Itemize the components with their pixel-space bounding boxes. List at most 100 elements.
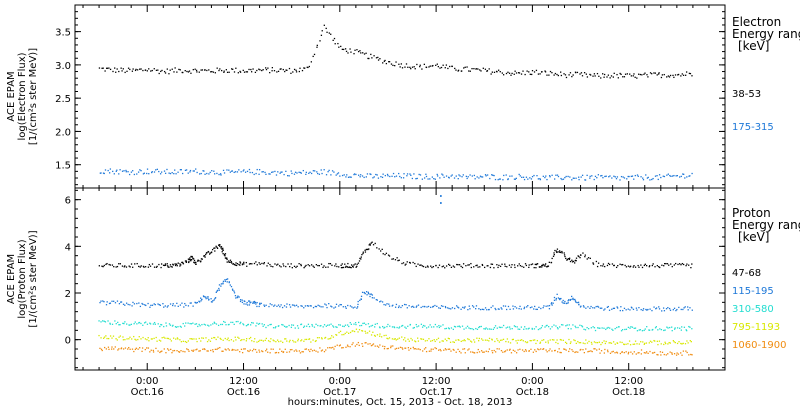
data-point: [277, 304, 280, 306]
data-point: [351, 343, 353, 346]
data-point: [243, 303, 245, 305]
data-point: [307, 66, 309, 69]
data-point: [496, 71, 498, 73]
data-point: [586, 258, 588, 260]
data-point: [413, 348, 415, 350]
data-point: [520, 339, 523, 341]
data-point: [259, 303, 261, 306]
data-point: [362, 251, 364, 253]
data-point: [449, 65, 451, 68]
data-point: [204, 296, 206, 298]
data-point: [147, 302, 149, 305]
data-point: [543, 339, 545, 341]
data-point: [483, 308, 485, 311]
data-point: [560, 177, 562, 180]
data-point: [410, 306, 413, 308]
data-point: [111, 337, 113, 339]
data-point: [229, 171, 231, 173]
data-point: [404, 66, 406, 68]
data-point: [275, 341, 277, 343]
data-point: [137, 338, 139, 341]
data-point: [367, 323, 370, 325]
data-point: [196, 171, 198, 174]
data-point: [118, 70, 120, 73]
data-point: [285, 170, 287, 173]
data-point: [315, 264, 318, 266]
data-point: [512, 305, 514, 307]
data-point: [111, 300, 113, 302]
data-point: [465, 265, 467, 267]
data-point: [184, 169, 187, 172]
data-point: [215, 291, 217, 294]
data-point: [379, 327, 381, 329]
data-point: [372, 244, 375, 246]
data-point: [300, 172, 302, 174]
data-point: [263, 261, 266, 264]
data-point: [527, 178, 529, 180]
data-point: [518, 307, 520, 310]
legend-entry: 310-580: [732, 304, 774, 315]
data-point: [204, 69, 206, 71]
data-point: [144, 304, 146, 306]
data-point: [266, 348, 268, 350]
data-point: [242, 69, 244, 72]
data-point: [424, 305, 426, 308]
data-point: [295, 71, 298, 73]
data-point: [214, 297, 217, 299]
data-point: [420, 306, 422, 309]
data-point: [195, 338, 197, 340]
data-point: [423, 177, 426, 179]
data-point: [371, 57, 373, 59]
data-point: [295, 266, 297, 269]
data-point: [239, 264, 241, 266]
data-point: [161, 337, 163, 339]
data-point: [486, 339, 488, 341]
data-point: [390, 63, 393, 65]
data-point: [454, 67, 456, 70]
data-point: [410, 174, 412, 176]
data-point: [198, 337, 200, 340]
data-point: [505, 174, 507, 176]
data-point: [233, 263, 236, 266]
data-point: [582, 349, 584, 351]
data-point: [176, 265, 178, 267]
data-point: [653, 72, 655, 74]
data-point: [200, 260, 202, 262]
data-point: [133, 350, 135, 353]
data-point: [135, 68, 137, 71]
data-point: [402, 177, 405, 179]
data-point: [520, 73, 523, 75]
data-point: [521, 176, 523, 178]
data-point: [531, 73, 533, 76]
data-point: [569, 298, 572, 301]
data-point: [645, 342, 648, 344]
data-point: [455, 339, 457, 341]
data-point: [462, 348, 464, 350]
data-point: [215, 245, 217, 247]
data-point: [151, 171, 153, 173]
data-point: [143, 322, 146, 324]
data-point: [615, 178, 618, 180]
data-point: [546, 266, 548, 268]
data-point: [287, 175, 289, 177]
data-point: [342, 306, 344, 308]
data-point: [112, 335, 115, 337]
data-point: [374, 323, 376, 325]
data-point: [375, 173, 377, 176]
data-point: [657, 343, 659, 346]
data-point: [393, 326, 396, 329]
data-point: [262, 325, 264, 327]
data-point: [669, 174, 671, 177]
data-point: [580, 305, 582, 307]
data-point: [417, 263, 419, 265]
data-point: [554, 349, 556, 352]
data-point: [193, 170, 195, 172]
data-point: [644, 72, 646, 74]
data-point: [294, 171, 297, 173]
data-point: [606, 76, 608, 78]
data-point: [371, 294, 374, 296]
data-point: [258, 169, 261, 171]
data-point: [360, 324, 363, 327]
data-point: [622, 76, 624, 78]
data-point: [344, 306, 347, 308]
